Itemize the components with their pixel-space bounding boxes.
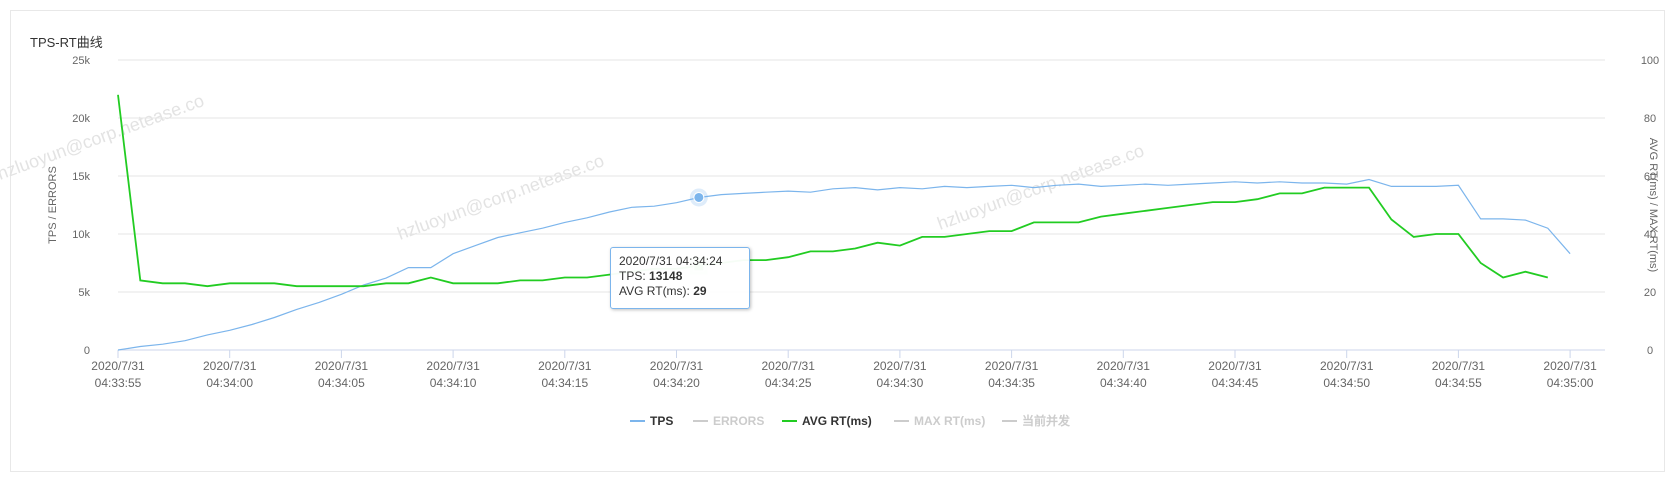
tooltip-rt-label: AVG RT(ms): — [619, 284, 694, 298]
tooltip-tps-value: 13148 — [649, 269, 683, 283]
y-tick-right: 0 — [1647, 345, 1653, 357]
y-tick-right: 100 — [1641, 55, 1659, 67]
x-tick-label-time: 04:34:30 — [877, 376, 924, 390]
tps-hover-point — [693, 191, 705, 203]
tooltip-tps: TPS: 13148 — [619, 269, 741, 284]
x-tick-label-time: 04:34:15 — [541, 376, 588, 390]
x-tick-label-time: 04:34:00 — [206, 376, 253, 390]
x-tick-label-time: 04:34:35 — [988, 376, 1035, 390]
x-tick-label-date: 2020/7/31 — [1097, 359, 1151, 373]
x-tick-label-time: 04:34:20 — [653, 376, 700, 390]
y-tick-left: 25k — [72, 55, 90, 67]
y-tick-left: 15k — [72, 171, 90, 183]
chart-title: TPS-RT曲线 — [30, 35, 103, 50]
x-tick-label-time: 04:34:25 — [765, 376, 812, 390]
x-tick-label-time: 04:34:05 — [318, 376, 365, 390]
y-tick-left: 20k — [72, 113, 90, 125]
x-tick-label-date: 2020/7/31 — [203, 359, 257, 373]
x-tick-label-time: 04:34:45 — [1212, 376, 1259, 390]
x-tick-label-time: 04:34:50 — [1323, 376, 1370, 390]
x-tick-label-date: 2020/7/31 — [762, 359, 816, 373]
x-tick-label-date: 2020/7/31 — [1320, 359, 1374, 373]
x-tick-label-time: 04:33:55 — [95, 376, 142, 390]
legend-item: ERRORS — [713, 414, 764, 428]
legend-item: 当前并发 — [1022, 413, 1071, 428]
x-tick-label-date: 2020/7/31 — [873, 359, 927, 373]
x-tick-label-date: 2020/7/31 — [426, 359, 480, 373]
tooltip-rt: AVG RT(ms): 29 — [619, 284, 741, 299]
legend-item: TPS — [650, 414, 673, 428]
chart-panel — [10, 10, 1665, 472]
x-tick-label-date: 2020/7/31 — [1543, 359, 1597, 373]
legend-item: AVG RT(ms) — [802, 414, 872, 428]
x-tick-label-date: 2020/7/31 — [985, 359, 1039, 373]
x-tick-label-time: 04:34:40 — [1100, 376, 1147, 390]
y-tick-right: 80 — [1644, 113, 1656, 125]
y-tick-left: 5k — [78, 287, 90, 299]
x-tick-label-date: 2020/7/31 — [538, 359, 592, 373]
x-tick-label-date: 2020/7/31 — [1432, 359, 1486, 373]
watermark: hzluoyun@corp.netease.co — [395, 150, 607, 243]
y-tick-left: 0 — [84, 345, 90, 357]
y-tick-right: 40 — [1644, 229, 1656, 241]
x-tick-label-date: 2020/7/31 — [315, 359, 369, 373]
x-tick-label-time: 04:34:55 — [1435, 376, 1482, 390]
y-axis-label-right: AVG RT(ms) / MAX RT(ms) — [1647, 138, 1659, 272]
watermark: hzluoyun@corp.netease.co — [0, 90, 207, 183]
legend-item: MAX RT(ms) — [914, 414, 985, 428]
x-tick-label-date: 2020/7/31 — [650, 359, 704, 373]
x-tick-label-date: 2020/7/31 — [91, 359, 145, 373]
x-tick-label-date: 2020/7/31 — [1208, 359, 1262, 373]
data-tooltip: 2020/7/31 04:34:24 TPS: 13148 AVG RT(ms)… — [610, 247, 750, 309]
x-tick-label-time: 04:35:00 — [1547, 376, 1594, 390]
y-tick-right: 20 — [1644, 287, 1656, 299]
series-tps-line — [117, 178, 1571, 351]
tooltip-time: 2020/7/31 04:34:24 — [619, 254, 723, 268]
y-axis-label-left: TPS / ERRORS — [47, 166, 59, 244]
tooltip-rt-value: 29 — [693, 284, 707, 298]
tooltip-tps-label: TPS: — [619, 269, 650, 283]
x-tick-label-time: 04:34:10 — [430, 376, 477, 390]
y-tick-left: 10k — [72, 229, 90, 241]
series-avg-rt-line — [117, 94, 1549, 288]
y-tick-right: 60 — [1644, 171, 1656, 183]
